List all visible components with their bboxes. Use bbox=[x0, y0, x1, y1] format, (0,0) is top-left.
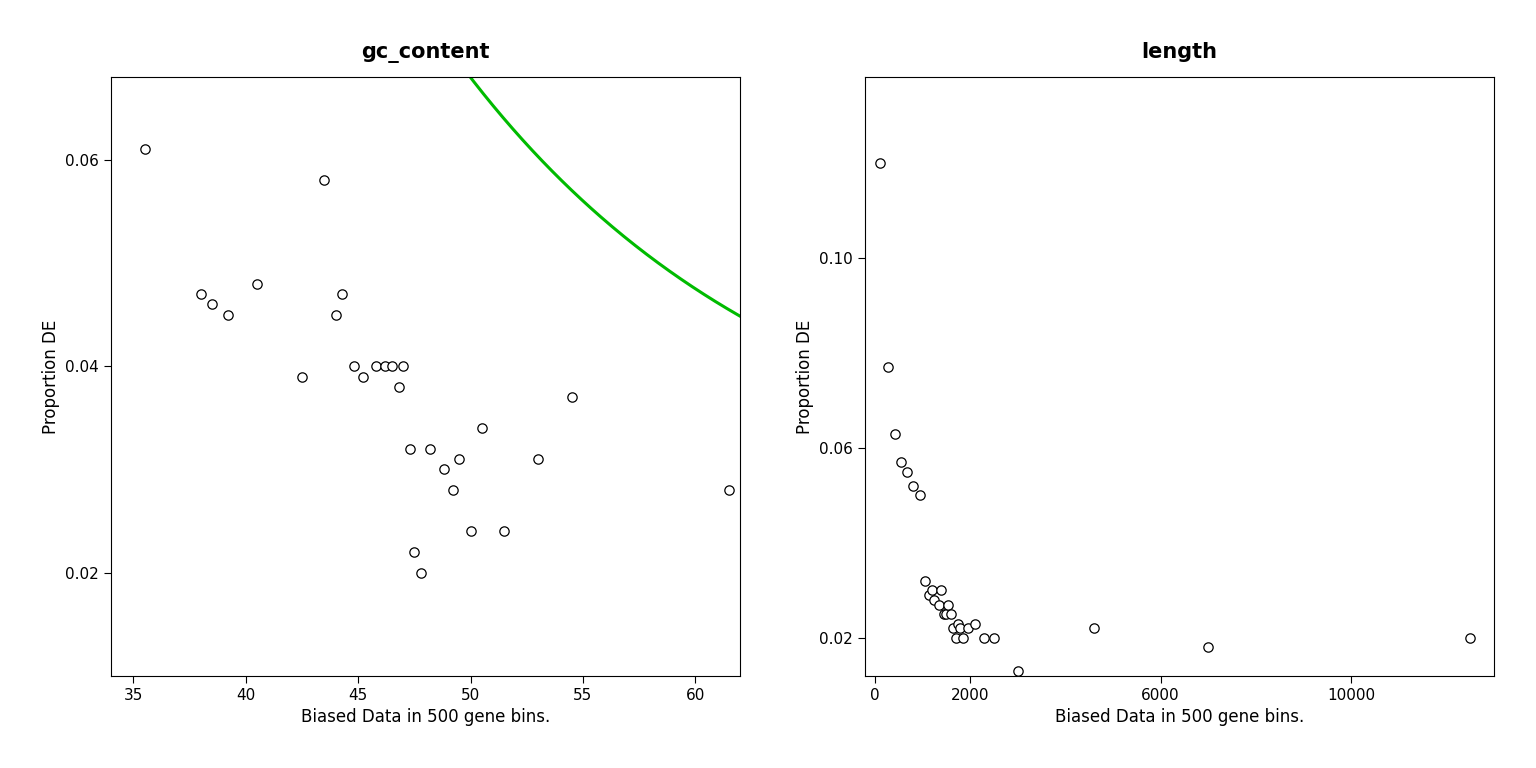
Point bbox=[418, 442, 442, 455]
Point bbox=[934, 608, 958, 621]
Point bbox=[946, 617, 971, 630]
Point bbox=[244, 277, 269, 290]
Title: gc_content: gc_content bbox=[361, 43, 490, 63]
Point bbox=[938, 608, 963, 621]
Point bbox=[908, 489, 932, 502]
Point bbox=[982, 632, 1006, 644]
Point bbox=[912, 574, 937, 587]
Point bbox=[882, 428, 906, 440]
Point bbox=[943, 632, 968, 644]
Point bbox=[379, 360, 404, 372]
Point bbox=[955, 622, 980, 634]
Point bbox=[350, 370, 375, 382]
X-axis label: Biased Data in 500 gene bins.: Biased Data in 500 gene bins. bbox=[301, 708, 550, 727]
Point bbox=[876, 361, 900, 373]
Point bbox=[441, 484, 465, 496]
Point bbox=[717, 484, 742, 496]
Point bbox=[290, 370, 315, 382]
Point bbox=[1005, 665, 1029, 677]
Point bbox=[200, 298, 224, 310]
Point bbox=[364, 360, 389, 372]
Point bbox=[1197, 641, 1221, 654]
Point bbox=[373, 360, 398, 372]
Point bbox=[972, 632, 997, 644]
Point bbox=[492, 525, 516, 538]
Point bbox=[324, 309, 349, 321]
Point bbox=[470, 422, 495, 435]
Title: length: length bbox=[1141, 41, 1218, 61]
Point bbox=[432, 463, 456, 475]
Point bbox=[935, 598, 960, 611]
Point bbox=[926, 598, 951, 611]
Point bbox=[409, 567, 433, 579]
Point bbox=[525, 453, 550, 465]
X-axis label: Biased Data in 500 gene bins.: Biased Data in 500 gene bins. bbox=[1055, 708, 1304, 727]
Point bbox=[330, 288, 355, 300]
Point bbox=[929, 584, 954, 597]
Point bbox=[402, 546, 427, 558]
Y-axis label: Proportion DE: Proportion DE bbox=[796, 319, 814, 434]
Point bbox=[390, 360, 415, 372]
Point bbox=[942, 622, 966, 634]
Point bbox=[386, 381, 410, 393]
Point bbox=[1081, 622, 1106, 634]
Point bbox=[963, 617, 988, 630]
Point bbox=[215, 309, 240, 321]
Point bbox=[868, 157, 892, 169]
Point bbox=[900, 480, 925, 492]
Point bbox=[458, 525, 482, 538]
Point bbox=[948, 622, 972, 634]
Point bbox=[951, 632, 975, 644]
Point bbox=[312, 174, 336, 187]
Point bbox=[894, 465, 919, 478]
Point bbox=[189, 288, 214, 300]
Point bbox=[931, 608, 955, 621]
Point bbox=[447, 453, 472, 465]
Point bbox=[398, 442, 422, 455]
Point bbox=[559, 391, 584, 403]
Point bbox=[889, 456, 914, 468]
Point bbox=[341, 360, 366, 372]
Point bbox=[1458, 632, 1482, 644]
Point bbox=[922, 594, 946, 606]
Point bbox=[132, 144, 157, 156]
Y-axis label: Proportion DE: Proportion DE bbox=[41, 319, 60, 434]
Point bbox=[920, 584, 945, 597]
Point bbox=[917, 589, 942, 601]
